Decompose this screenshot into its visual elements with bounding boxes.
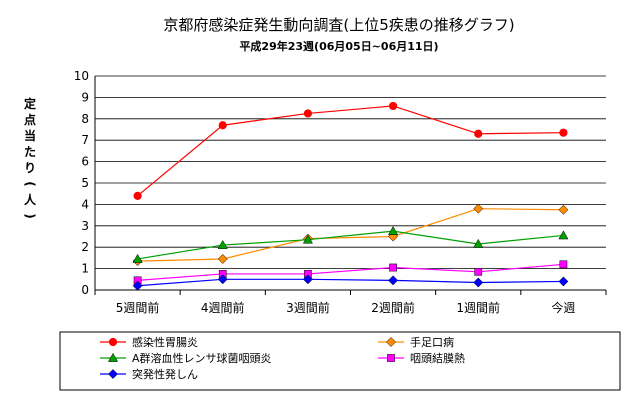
legend-marker	[387, 354, 395, 362]
y-axis-label-char: 当	[24, 128, 36, 143]
y-tick-label: 6	[81, 155, 89, 169]
y-tick-label: 9	[81, 90, 89, 104]
data-point	[217, 254, 228, 264]
y-axis-label-char: )	[23, 213, 37, 218]
chart-title: 京都府感染症発生動向調査(上位5疾患の推移グラフ)	[163, 16, 514, 34]
data-point	[217, 274, 228, 285]
x-tick-label: 4週間前	[201, 300, 245, 315]
chart-subtitle: 平成29年23週(06月05日~06月11日)	[239, 39, 438, 53]
y-tick-label: 3	[81, 219, 89, 233]
data-point	[474, 129, 483, 138]
data-point	[388, 226, 399, 235]
y-axis-label-char: 人	[24, 192, 37, 207]
y-tick-label: 7	[81, 133, 89, 147]
data-point	[388, 275, 399, 286]
series-line	[137, 230, 564, 260]
legend-box	[59, 331, 621, 391]
series-line	[137, 105, 564, 197]
data-point	[473, 203, 484, 214]
y-tick-label: 8	[81, 112, 89, 126]
data-point	[133, 191, 142, 200]
y-axis-label-char: た	[24, 145, 36, 159]
data-point	[558, 276, 569, 287]
data-point	[558, 230, 569, 240]
y-tick-label: 0	[81, 283, 89, 297]
series-line	[137, 263, 564, 281]
x-tick-label: 2週間前	[371, 300, 415, 315]
data-point	[389, 263, 397, 272]
legend-marker	[386, 337, 396, 347]
y-axis-label-char: り	[24, 161, 36, 175]
y-tick-label: 2	[81, 240, 89, 254]
legend-label: 咽頭結膜熱	[410, 351, 465, 365]
y-axis-label-char: 定	[24, 96, 36, 111]
legend-label: A群溶血性レンサ球菌咽頭炎	[132, 351, 272, 365]
x-tick-label: 今週	[551, 300, 575, 315]
legend-marker	[108, 369, 118, 379]
data-point	[474, 267, 483, 276]
data-point	[302, 274, 313, 285]
y-axis-label-char: (	[23, 181, 37, 186]
data-point	[473, 277, 484, 288]
data-point	[473, 238, 484, 248]
y-tick-label: 10	[74, 69, 89, 83]
legend-marker	[108, 337, 118, 347]
legend-label: 感染性胃腸炎	[132, 335, 198, 349]
data-point	[303, 109, 313, 118]
data-point	[558, 204, 569, 215]
data-point	[559, 128, 568, 137]
legend-label: 突発性発しん	[132, 367, 198, 381]
data-point	[388, 101, 398, 111]
x-tick-label: 5週間前	[116, 300, 160, 315]
plot-area: 0 1 2 3 4 5 6 7 8 9 10 5週間前 4週間前 3週間前 2週間前 1週間前 今週	[74, 69, 607, 315]
x-tick-label: 1週間前	[456, 300, 500, 315]
y-axis-label-char: 点	[24, 112, 36, 127]
data-point	[302, 234, 313, 244]
data-point	[132, 280, 143, 291]
series-line	[137, 208, 564, 262]
series-line	[137, 278, 564, 287]
y-tick-label: 4	[81, 197, 89, 211]
data-point	[559, 260, 568, 269]
y-tick-label: 5	[81, 176, 89, 190]
x-tick-label: 3週間前	[286, 300, 330, 315]
y-tick-label: 1	[81, 262, 89, 276]
data-point	[132, 253, 143, 263]
data-point	[218, 121, 227, 130]
legend-marker	[107, 352, 119, 362]
legend-label: 手足口病	[410, 335, 454, 349]
data-point	[217, 239, 228, 249]
